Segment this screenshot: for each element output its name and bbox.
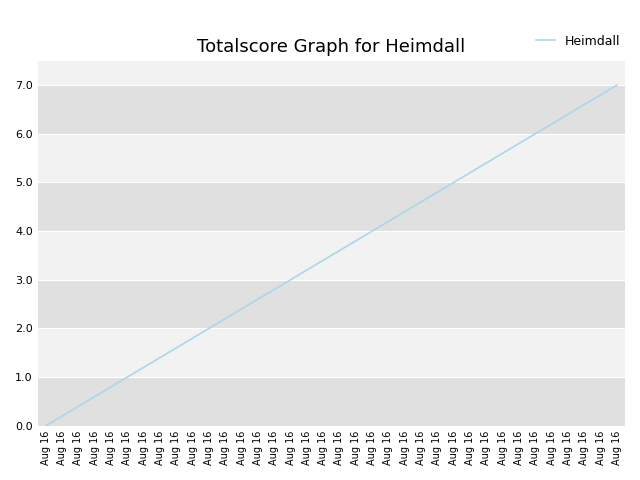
Heimdall <box>189 336 196 341</box>
Heimdall <box>156 355 164 360</box>
Heimdall <box>564 111 572 117</box>
Heimdall <box>335 248 343 253</box>
Heimdall <box>205 325 212 331</box>
Bar <box>38 85 625 134</box>
Heimdall <box>613 82 621 88</box>
Heimdall <box>42 423 50 429</box>
Bar <box>38 182 625 231</box>
Heimdall <box>417 199 425 205</box>
Heimdall <box>270 287 278 292</box>
Heimdall <box>303 267 310 273</box>
Heimdall <box>466 170 474 176</box>
Heimdall <box>401 209 408 215</box>
Heimdall <box>91 394 99 399</box>
Heimdall <box>107 384 115 390</box>
Bar <box>38 328 625 377</box>
Heimdall <box>515 141 523 146</box>
Bar <box>38 377 625 426</box>
Heimdall <box>580 102 588 108</box>
Heimdall <box>483 160 490 166</box>
Heimdall <box>450 180 458 185</box>
Bar <box>38 61 625 85</box>
Heimdall <box>287 277 294 283</box>
Heimdall <box>58 413 66 419</box>
Heimdall <box>385 218 392 224</box>
Heimdall <box>352 238 360 244</box>
Heimdall <box>499 150 506 156</box>
Title: Totalscore Graph for Heimdall: Totalscore Graph for Heimdall <box>197 38 465 57</box>
Heimdall <box>368 228 376 234</box>
Heimdall <box>548 121 556 127</box>
Bar <box>38 231 625 280</box>
Heimdall <box>221 316 229 322</box>
Heimdall <box>531 131 539 137</box>
Heimdall <box>124 374 131 380</box>
Bar <box>38 134 625 182</box>
Heimdall <box>172 345 180 351</box>
Heimdall <box>237 306 245 312</box>
Heimdall <box>140 364 147 370</box>
Heimdall <box>433 189 441 195</box>
Bar <box>38 280 625 328</box>
Heimdall <box>75 403 83 409</box>
Heimdall <box>319 257 327 263</box>
Heimdall <box>596 92 604 98</box>
Line: Heimdall: Heimdall <box>46 85 617 426</box>
Legend: Heimdall: Heimdall <box>531 30 625 53</box>
Heimdall <box>254 296 262 302</box>
